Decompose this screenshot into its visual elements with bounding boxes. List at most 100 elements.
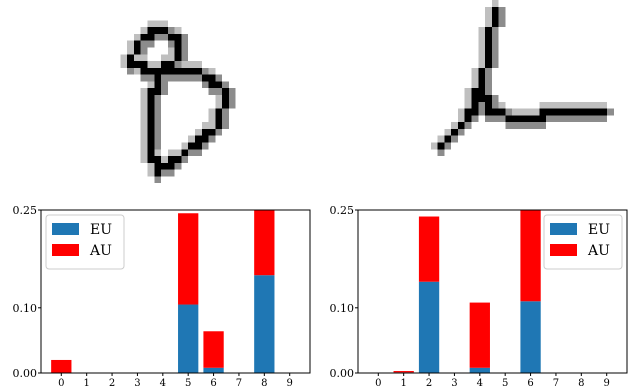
digit-pixel [154,88,162,95]
digit-pixel [471,108,479,116]
digit-pixel [147,27,155,34]
digit-pixel [457,122,465,129]
digit-pixel [140,128,148,136]
digit-pixel [228,95,236,102]
digit-pixel [154,27,162,34]
digit-pixel [167,61,175,68]
legend-label-eu: EU [90,222,112,238]
digit-pixel [498,115,506,123]
digit-pixel [147,135,155,143]
digit-pixel [154,74,162,82]
digit-pixel [519,115,526,123]
y-tick-label: 0.00 [13,367,38,380]
digit-pixel [174,156,182,163]
digit-pixel [188,61,195,68]
digit-pixel [167,149,175,157]
digit-pixel [505,122,513,129]
digit-pixel [505,115,513,123]
digit-pixel [208,88,216,95]
digit-pixel [552,108,560,116]
uncertainty-bar-chart-right: 0.00 0.10 0.25 0 1 2 3 4 5 6 7 8 9 EU AU [330,204,628,386]
digit-pixel [147,67,155,75]
digit-pixel [133,40,141,48]
digit-pixel [154,169,162,177]
digit-pixel [161,27,168,34]
digit-pixel [607,108,614,116]
digit-pixel [552,115,560,123]
digit-pixel [552,101,560,109]
digit-pixel [140,149,148,157]
digit-pixel [498,13,506,21]
digit-pixel [147,169,155,177]
digit-pixel [174,40,182,48]
legend-label-au: AU [89,243,112,259]
digit-pixel [478,81,486,89]
digit-pixel [566,115,574,123]
digit-pixel [525,122,533,129]
digit-pixel [464,115,472,123]
digit-pixel [491,108,499,116]
digit-pixel [147,149,155,157]
digit-pixel [208,67,216,75]
digit-pixel [174,74,182,82]
digit-pixel [444,128,452,136]
digit-pixel [437,142,445,150]
plot-frame [40,209,311,374]
digit-pixel [140,135,148,143]
digit-pixel [512,115,519,123]
x-tick-label: 4 [160,378,166,386]
bar-au-2 [418,216,440,282]
digit-pixel [478,101,486,109]
digit-pixel [485,67,492,75]
x-tick-label: 5 [502,378,508,386]
digit-pixel [201,122,209,129]
digit-pixel [478,27,486,34]
digit-pixel [464,95,472,102]
x-tick-label: 8 [261,378,267,386]
digit-pixel [140,156,148,163]
x-tick-label: 9 [604,378,610,386]
digit-pixel [471,81,479,89]
digit-pixel [444,142,452,150]
digit-pixel [167,33,175,41]
digit-pixel [174,67,182,75]
digit-pixel [208,81,216,89]
bar-au-5 [178,213,199,305]
digit-pixel [215,88,223,95]
digit-pixel [498,108,506,116]
digit-pixel [188,74,195,82]
digit-pixel [444,135,452,143]
digit-pixel [539,122,547,129]
digit-pixel [532,115,540,123]
digit-pixel [147,40,155,48]
digit-pixel [201,67,209,75]
digit-pixel [222,88,229,95]
x-tick-label: 1 [400,378,406,386]
digit-pixel [491,13,499,21]
digit-pixel [120,54,128,62]
digit-pixel [505,108,513,116]
digit-pixel [478,95,486,102]
digit-pixel [140,95,148,102]
y-tick-label: 0.00 [330,367,355,380]
legend-swatch-eu [550,223,577,235]
x-tick-label: 6 [527,378,533,386]
digit-pixel [167,67,175,75]
bar-au-6 [520,210,541,302]
digit-pixel [215,81,223,89]
digit-pixel [154,108,162,116]
digit-pixel [532,122,540,129]
digit-pixel [464,101,472,109]
digit-pixel [478,61,486,68]
digit-pixel [559,115,567,123]
digit-pixel [457,108,465,116]
digit-pixel [457,115,465,123]
digit-pixel [485,81,492,89]
digit-pixel [208,122,216,129]
digit-pixel [140,142,148,150]
digit-pixel [154,67,162,75]
digit-pixel [174,61,182,68]
digit-pixel [195,135,202,143]
digit-pixel [140,122,148,129]
x-tick-label: 1 [83,378,89,386]
